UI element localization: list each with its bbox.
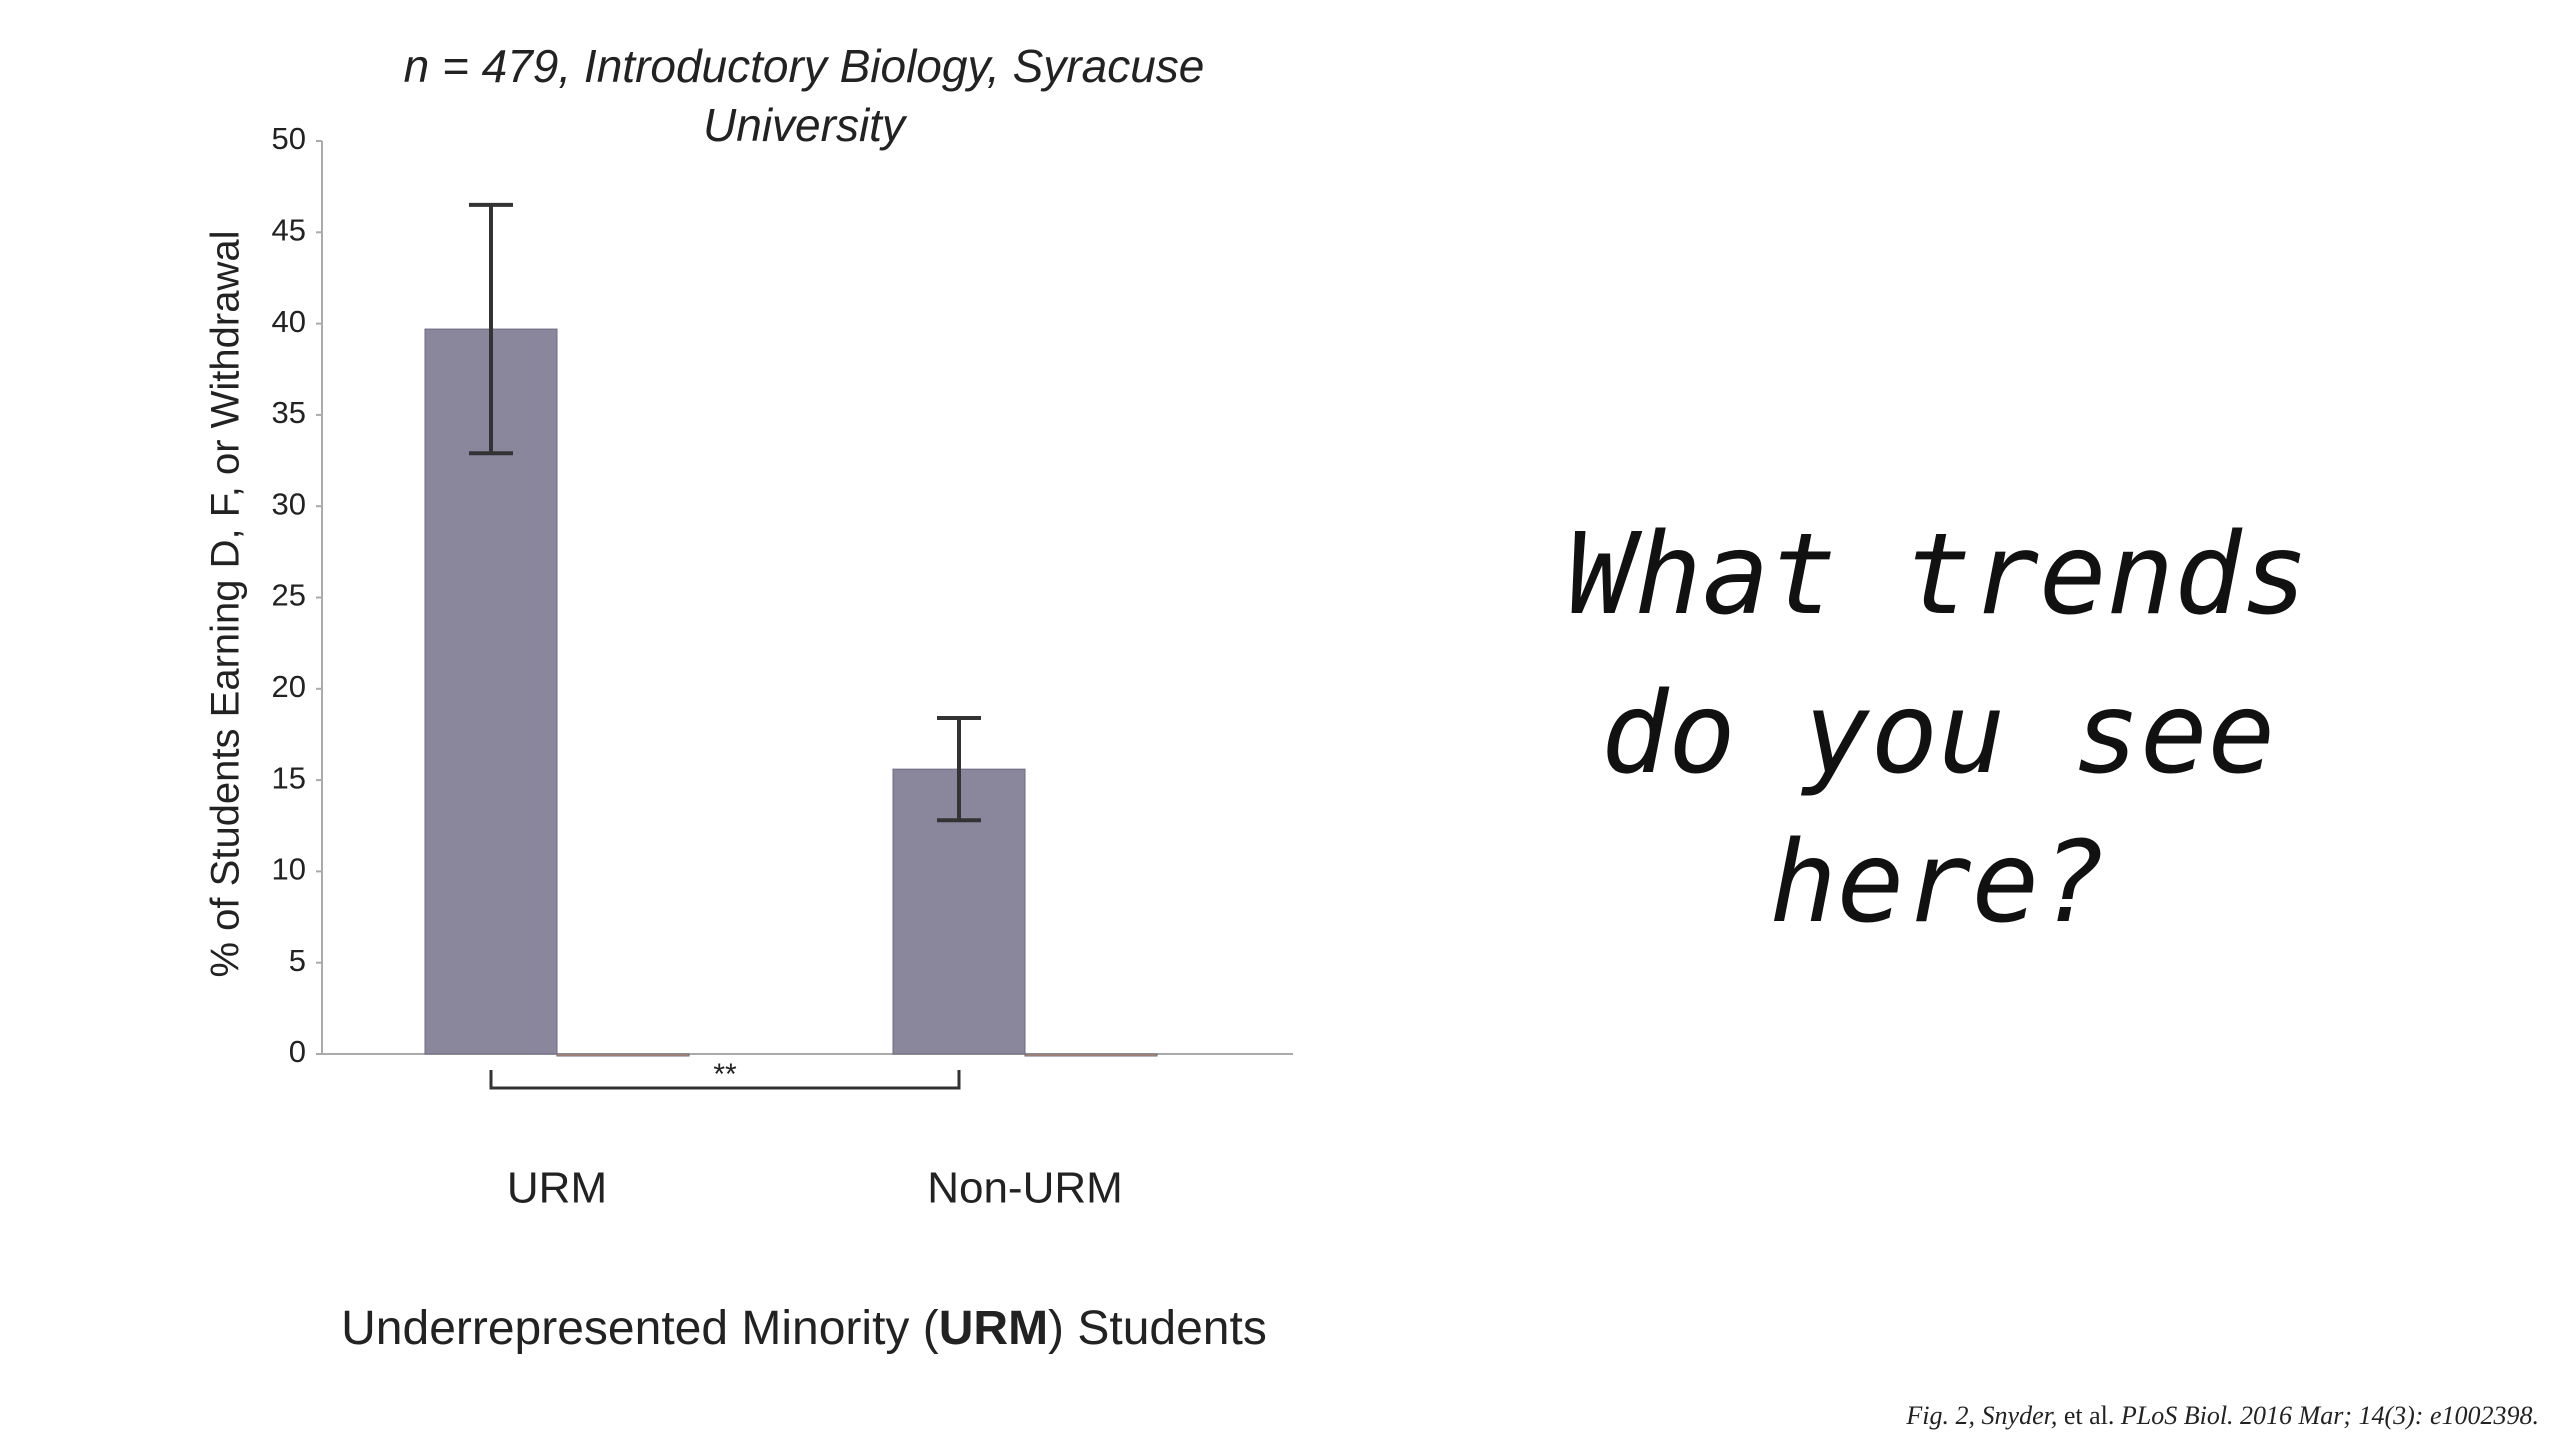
error-bar [469, 202, 513, 456]
x-label-part: URM [939, 1302, 1048, 1355]
citation: Fig. 2, Snyder, et al. PLoS Biol. 2016 M… [1905, 1401, 2539, 1430]
citation-part: PLoS Biol. 2016 Mar; 14(3): e1002398. [2120, 1401, 2539, 1430]
y-tick-label: 0 [289, 1034, 306, 1069]
y-axis-label: % of Students Earning D, F, or Withdrawa… [204, 231, 248, 978]
x-label-part: Underrepresented Minority ( [341, 1302, 939, 1355]
citation-part: Fig. 2, Snyder, [1905, 1401, 2057, 1430]
bar [1024, 1053, 1158, 1057]
x-tick-label: Non-URM [927, 1164, 1123, 1213]
error-bar [937, 716, 981, 823]
bar [556, 1053, 690, 1057]
y-tick-label: 25 [272, 578, 306, 613]
y-tick-label: 10 [272, 852, 306, 887]
question-line: What trends [1567, 510, 2309, 640]
x-tick-label: URM [507, 1164, 607, 1213]
chart-title: University [703, 99, 908, 151]
y-tick-label: 30 [272, 486, 306, 521]
y-tick-label: 15 [272, 760, 306, 795]
y-tick-label: 5 [289, 943, 306, 978]
x-axis-label: Underrepresented Minority (URM) Students [341, 1302, 1267, 1355]
significance-bracket [489, 1070, 961, 1090]
citation-part: et al. [2057, 1401, 2121, 1430]
significance-label: ** [713, 1058, 737, 1091]
y-tick-label: 45 [272, 212, 306, 247]
question-line: do you see [1601, 669, 2275, 799]
y-tick-label: 40 [272, 304, 306, 339]
y-tick-label: 35 [272, 395, 306, 430]
y-tick-label: 20 [272, 669, 306, 704]
x-label-part: ) Students [1048, 1302, 1267, 1355]
question-line: here? [1769, 818, 2106, 948]
y-tick-label: 50 [272, 121, 306, 156]
chart-title: n = 479, Introductory Biology, Syracuse [404, 40, 1205, 92]
